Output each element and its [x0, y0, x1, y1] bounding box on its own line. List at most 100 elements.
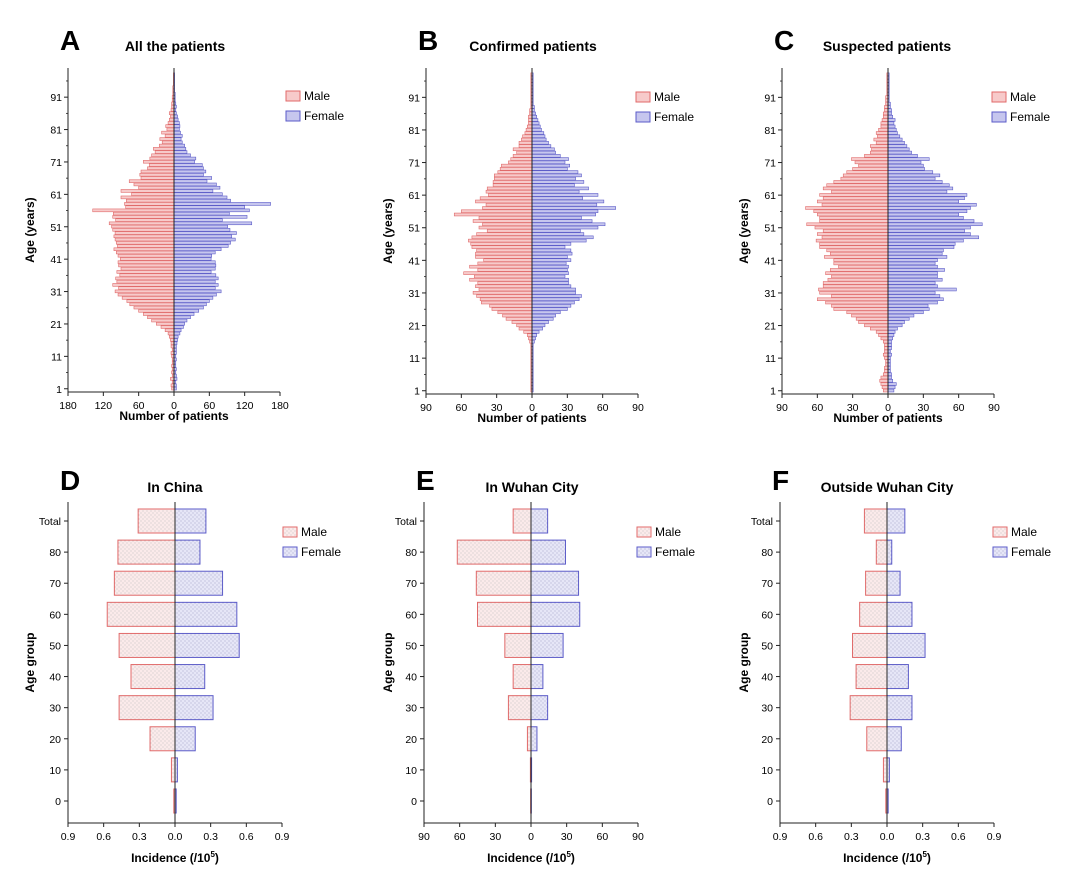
bar-male-age-38	[120, 266, 175, 271]
bar-female-age-73	[173, 153, 191, 158]
bar-male-age-3	[880, 382, 889, 386]
legend: Male Female	[635, 90, 694, 124]
bar-female-age-65	[173, 179, 208, 183]
bar-female-age-32	[173, 286, 216, 290]
bar-male-total	[512, 508, 532, 534]
bar-female-age-26	[173, 305, 204, 310]
bar-male-age-65	[833, 180, 889, 184]
bar-male-age-70	[501, 163, 533, 168]
bar-male-age-47	[815, 238, 889, 243]
bar-female-age-21	[173, 322, 185, 326]
bar-male-age-4	[170, 377, 175, 381]
bar-female-60	[530, 601, 581, 627]
y-tick-label: 10	[405, 765, 417, 777]
x-tick-label: 90	[420, 402, 432, 414]
bar-male-age-35	[827, 277, 889, 282]
bar-male-age-42	[475, 255, 533, 259]
y-axis-label: Age group	[23, 633, 37, 693]
bar-female-80	[886, 539, 893, 565]
bar-male-age-18	[526, 333, 533, 337]
bar-female-age-30	[531, 294, 582, 298]
bar-male-age-25	[497, 310, 533, 315]
bar-male-age-58	[485, 202, 533, 207]
bar-male-age-40	[117, 260, 175, 264]
bar-male-age-68	[846, 170, 889, 174]
bar-female-age-68	[531, 170, 579, 174]
bar-male-age-49	[476, 232, 533, 236]
bar-female-age-57	[887, 206, 971, 210]
bar-male-age-54	[819, 216, 889, 220]
bar-male-age-41	[120, 257, 175, 261]
panel-letter: A	[60, 25, 80, 56]
bar-male-age-67	[139, 173, 175, 177]
bar-female-age-56	[887, 209, 968, 213]
bar-female-age-82	[887, 124, 896, 129]
bar-male-age-65	[492, 180, 533, 184]
bar-female-age-69	[531, 167, 568, 171]
bar-male-age-81	[166, 127, 175, 132]
y-tick-label: 30	[761, 703, 773, 715]
bar-male-age-80	[875, 131, 889, 135]
bar-male-age-4	[879, 379, 889, 383]
bar-female-age-19	[173, 328, 182, 332]
bar-male-age-80	[161, 130, 175, 135]
bar-male-age-64	[826, 183, 889, 187]
bar-female-age-44	[173, 247, 222, 251]
bar-male-age-34	[822, 281, 889, 285]
chart-title: Confirmed patients	[469, 38, 597, 54]
bar-female-total	[886, 508, 906, 534]
bar-female-age-61	[531, 193, 599, 197]
bar-male-age-35	[115, 276, 175, 281]
legend-swatch-female	[992, 546, 1008, 558]
bar-female-age-55	[531, 212, 596, 217]
bar-male-age-52	[806, 222, 889, 227]
legend-swatch-female	[636, 546, 652, 558]
bar-female-age-37	[887, 271, 938, 275]
bar-female-age-41	[531, 258, 572, 262]
legend-swatch-male	[635, 91, 651, 103]
bar-male-age-88	[884, 105, 889, 109]
y-tick-label: 40	[761, 672, 773, 684]
bar-male-age-71	[143, 160, 175, 164]
bar-female-age-46	[531, 242, 572, 246]
bar-male-age-30	[476, 294, 533, 298]
bar-female-age-39	[173, 263, 217, 268]
bar-female-age-80	[887, 131, 898, 135]
bar-male-age-87	[884, 108, 889, 112]
bar-female-age-76	[887, 144, 908, 148]
bar-male-age-23	[505, 317, 533, 321]
bar-male-age-33	[112, 283, 175, 287]
x-tick-label: 0.0	[880, 831, 895, 843]
x-tick-label: 180	[59, 400, 77, 412]
bar-male-age-76	[158, 143, 175, 148]
bar-male-age-27	[831, 304, 889, 308]
bar-male-age-28	[126, 299, 175, 303]
bar-male-age-34	[116, 279, 175, 284]
y-tick-label: 1	[414, 386, 420, 398]
bar-male-age-81	[878, 128, 889, 132]
bar-male-age-18	[167, 331, 175, 336]
bar-female-30	[530, 695, 549, 721]
bar-female-age-42	[531, 255, 568, 259]
bar-male-age-38	[477, 268, 533, 272]
x-tick-label: 30	[561, 402, 573, 414]
legend-swatch-female	[991, 111, 1007, 123]
y-axis-label: Age (years)	[381, 198, 395, 263]
bar-male-age-17	[168, 334, 175, 339]
bar-female-age-26	[887, 307, 930, 311]
bar-female-age-27	[173, 302, 207, 307]
bar-male-60	[859, 601, 888, 627]
bar-male-age-17	[880, 336, 889, 341]
x-tick-label: 60	[133, 400, 145, 412]
bar-female-age-59	[531, 199, 605, 204]
bar-male-age-34	[477, 281, 533, 285]
bar-female-age-75	[173, 147, 187, 151]
bar-male-age-72	[851, 157, 889, 161]
bar-male-age-18	[878, 333, 889, 337]
y-tick-label: 41	[408, 255, 420, 267]
bar-male-age-47	[114, 237, 175, 242]
bar-male-age-41	[833, 258, 889, 262]
bar-male-age-76	[518, 144, 533, 148]
bar-male-30	[849, 695, 888, 721]
